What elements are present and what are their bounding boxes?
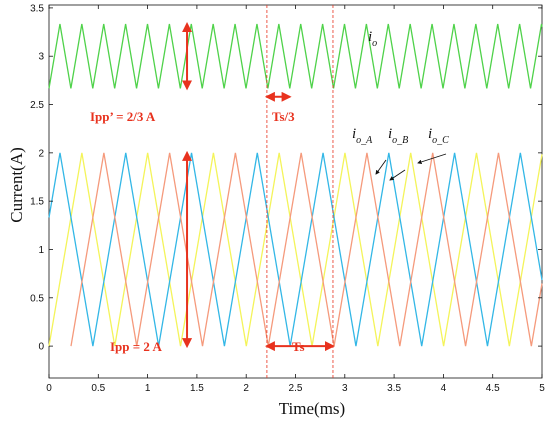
io-c-pointer <box>417 153 447 165</box>
ipp-phase-label: Ipp = 2 A <box>110 339 162 354</box>
x-tick-label: 3 <box>342 383 348 394</box>
x-axis-title: Time(ms) <box>279 399 345 418</box>
ipp-total-label: Ipp’ = 2/3 A <box>90 109 156 124</box>
x-tick-label: 4.5 <box>486 383 500 394</box>
x-tick-label: 1 <box>145 383 151 394</box>
y-tick-label: 1.5 <box>30 197 44 208</box>
axis-layer: 0 0.5 1 1.5 2 2.5 3 3.5 4 4.5 5 0 0.5 1 1.5 2 2.5 3 3.5 <box>30 3 545 394</box>
io-label: io <box>368 29 377 49</box>
y-tick-label: 2.5 <box>30 100 44 111</box>
y-tick-label: 0 <box>38 342 44 353</box>
x-tick-label: 0.5 <box>91 383 105 394</box>
io-a-pointer <box>375 159 387 175</box>
y-tick-label: 0.5 <box>30 293 44 304</box>
plot-frame <box>48 4 543 379</box>
y-axis-title: Current(A) <box>7 147 26 223</box>
plot-area <box>48 4 543 379</box>
series-line-i-o <box>48 23 543 89</box>
io-a-label: io_A <box>352 126 373 146</box>
y-tick-label: 1 <box>38 245 44 256</box>
io-c-label: io_C <box>428 126 449 146</box>
io-b-pointer <box>389 169 406 181</box>
ts-third-label: Ts/3 <box>272 109 295 124</box>
annotation-layer <box>182 5 447 378</box>
y-tick-label: 2 <box>38 148 44 159</box>
x-tick-label: 2.5 <box>289 383 303 394</box>
x-tick-label: 2 <box>243 383 249 394</box>
y-tick-label: 3 <box>38 52 44 63</box>
x-tick-label: 1.5 <box>190 383 204 394</box>
y-tick-label: 3.5 <box>30 3 44 14</box>
x-tick-label: 0 <box>46 383 52 394</box>
x-tick-label: 3.5 <box>387 383 401 394</box>
series-line-i-o-a <box>48 152 543 347</box>
ts-label: Ts <box>292 339 305 354</box>
x-tick-label: 4 <box>441 383 447 394</box>
io-b-label: io_B <box>388 126 408 146</box>
series-layer <box>48 23 543 347</box>
series-line-i-o-c <box>70 152 543 347</box>
x-tick-label: 5 <box>539 383 545 394</box>
